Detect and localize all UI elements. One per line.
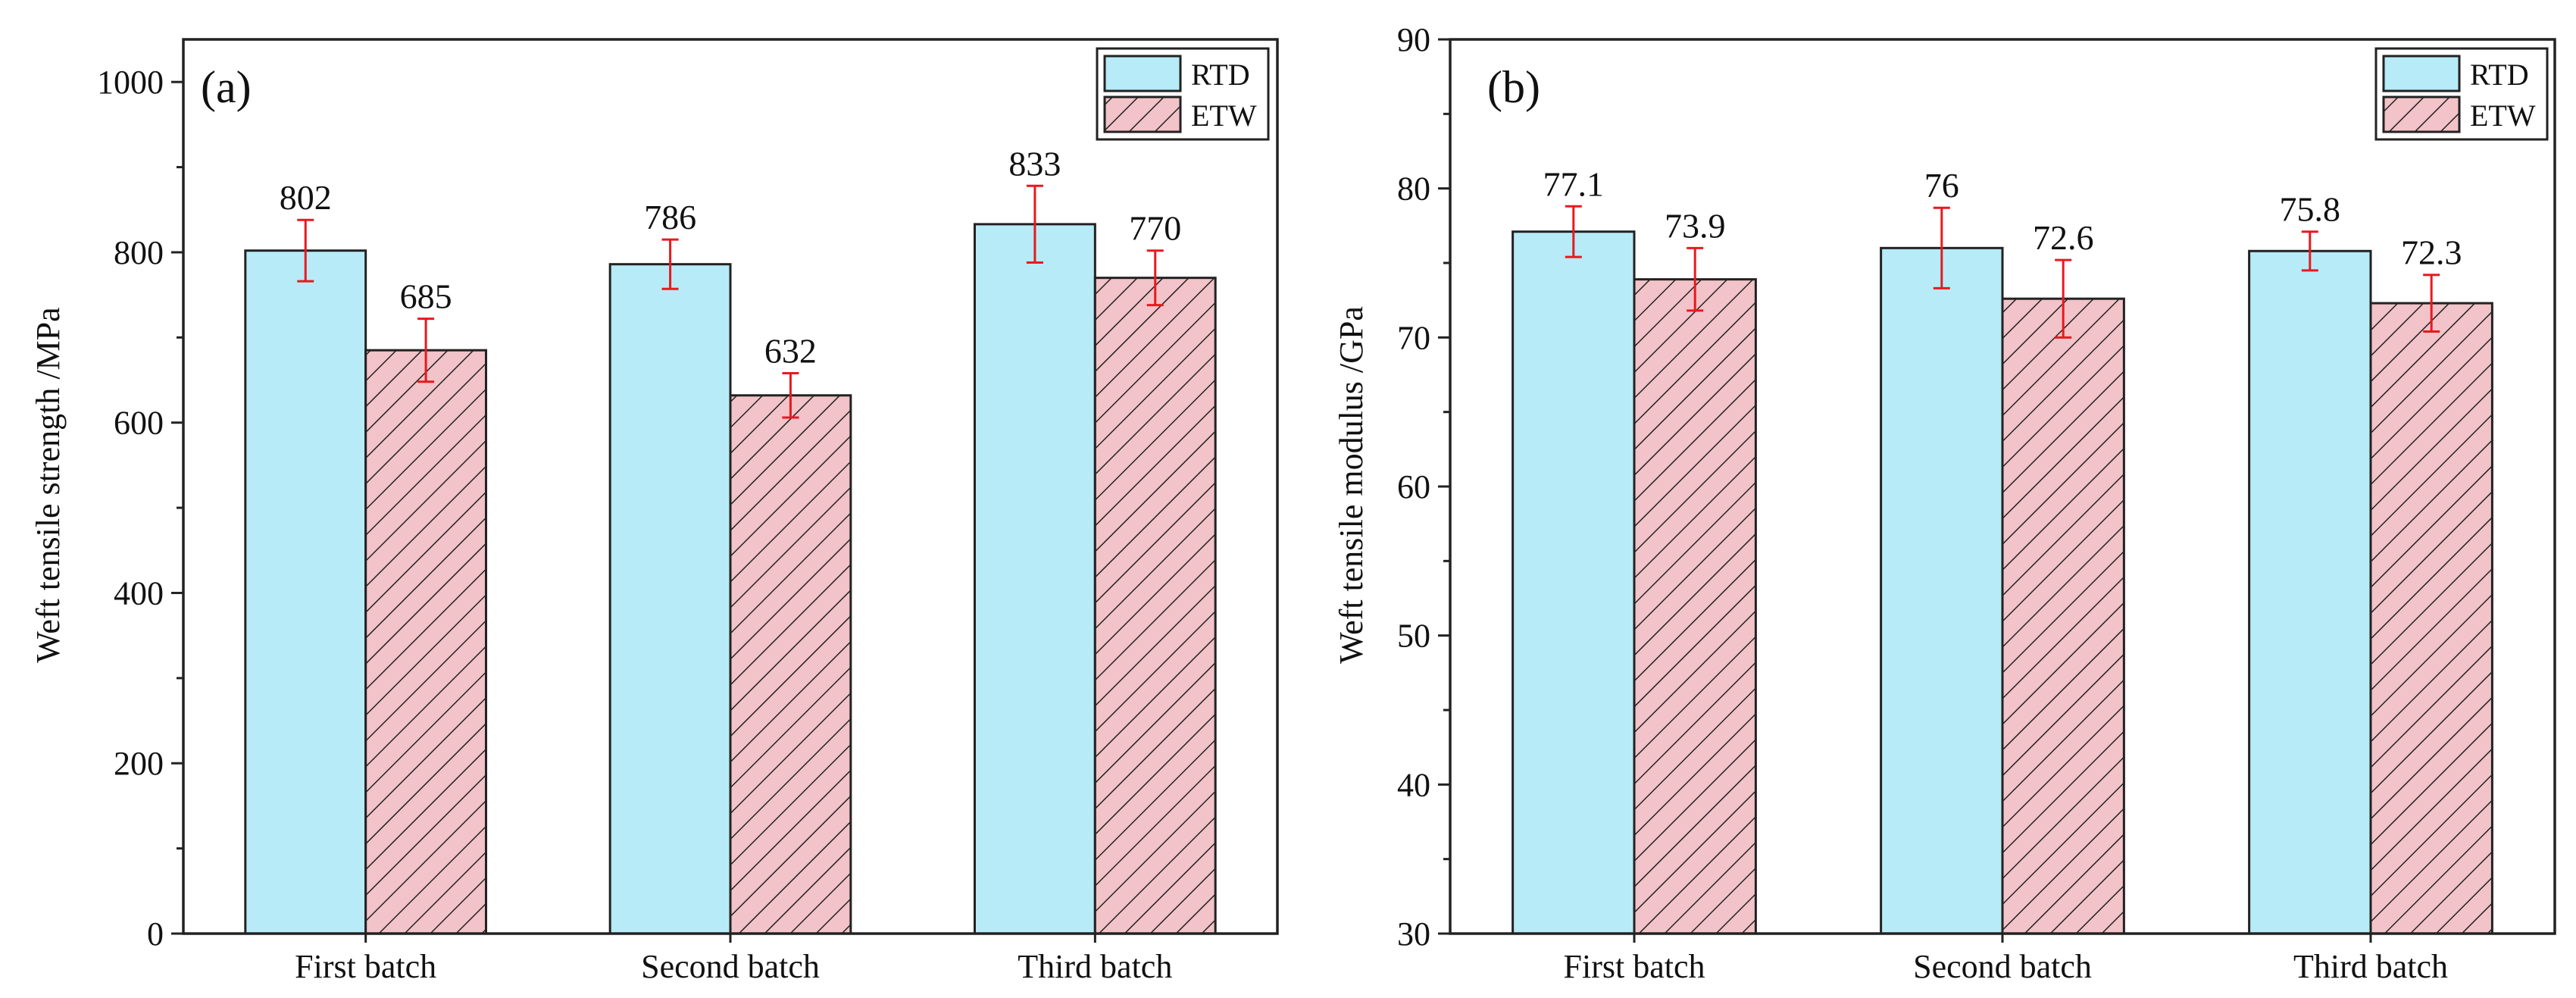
panel-a-bars	[244, 223, 1217, 935]
panel-a-error-bar-rtd-first-batch	[297, 218, 314, 283]
panel-a-error-bar-rtd-third-batch	[1026, 184, 1043, 264]
panel-a-error-bar-etw-first-batch	[417, 318, 435, 383]
panel-b-legend: RTD ETW	[2374, 47, 2549, 141]
panel-b-bar-rtd-first-batch	[1512, 230, 1636, 935]
panel-a-y-tick-label: 600	[114, 405, 164, 442]
panel-a-value-labels: 802 685 786 632 833 770	[280, 144, 1182, 370]
panel-a-bar-rtd-first-batch	[244, 249, 367, 935]
panel-b-axes: First batch Second batch Third batch 30 40 50…	[1397, 21, 2556, 985]
panel-b-y-tick-label: 50	[1397, 618, 1430, 655]
panel-a-legend-swatch-etw	[1103, 95, 1182, 133]
panel-a-legend-label-etw: ETW	[1191, 99, 1257, 133]
panel-b-y-tick-label: 30	[1397, 915, 1430, 953]
panel-a-value-label-rtd-third-batch: 833	[1008, 144, 1061, 183]
panel-a-x-tick-label: Second batch	[641, 948, 820, 985]
panel-b-y-axis-title: Weft tensile modulus /GPa	[1333, 306, 1370, 664]
panel-b-legend-swatch-etw	[2382, 95, 2461, 133]
panel-b-x-tick-label: Third batch	[2293, 948, 2448, 985]
panel-b-legend-swatch-rtd	[2382, 55, 2461, 92]
panel-b-legend-label-etw: ETW	[2470, 99, 2536, 133]
panel-b-y-tick-label: 40	[1397, 766, 1430, 803]
panel-a-bar-etw-second-batch	[729, 394, 852, 935]
panel-a-value-label-etw-third-batch: 770	[1129, 209, 1181, 248]
panel-b-y-tick-label: 60	[1397, 468, 1430, 505]
panel-b-x-tick-label: First batch	[1564, 948, 1705, 985]
panel-a-x-tick-label: First batch	[295, 948, 436, 985]
panel-a-bar-rtd-second-batch	[608, 263, 732, 935]
panel-a-y-tick-label: 1000	[97, 64, 164, 101]
panel-a-y-tick-label: 800	[114, 234, 164, 271]
panel-a-y-axis-title: Weft tensile strength /MPa	[30, 307, 67, 662]
panel-b-value-labels: 77.1 73.9 76 72.6 75.8 72.3	[1543, 164, 2462, 271]
panel-a-legend-label-rtd: RTD	[1191, 58, 1250, 92]
panel-b-y-tick-label: 70	[1397, 319, 1430, 356]
panel-b-y-tick-label: 80	[1397, 171, 1430, 208]
panel-a-bar-etw-first-batch	[364, 349, 488, 935]
panel-b-value-label-etw-third-batch: 72.3	[2401, 233, 2462, 272]
panel-a-error-bars	[297, 184, 1164, 419]
panel-b-error-bar-rtd-second-batch	[1933, 206, 1950, 289]
panel-a-value-label-rtd-second-batch: 786	[644, 198, 696, 236]
panel-b-error-bar-etw-second-batch	[2055, 258, 2072, 339]
panel-b-label: (b)	[1487, 62, 1540, 112]
panel-a-value-label-etw-second-batch: 632	[764, 332, 817, 371]
panel-a-label: (a)	[201, 62, 252, 112]
panel-b-bar-etw-first-batch	[1633, 278, 1757, 935]
panel-a-axes-frame	[182, 38, 1279, 935]
panel-b-value-label-rtd-first-batch: 77.1	[1543, 164, 1605, 203]
panel-b-value-label-rtd-third-batch: 75.8	[2280, 190, 2341, 229]
panel-a-error-bar-etw-second-batch	[782, 372, 799, 419]
panel-a-value-label-rtd-first-batch: 802	[280, 178, 332, 217]
panel-b-value-label-rtd-second-batch: 76	[1924, 166, 1959, 205]
panel-a-bar-rtd-third-batch	[973, 223, 1096, 935]
panel-a-legend-swatch-rtd	[1103, 55, 1182, 92]
panel-b-error-bars	[1565, 205, 2440, 339]
panel-b-bar-rtd-second-batch	[1880, 246, 2004, 935]
panel-a-legend: RTD ETW	[1096, 47, 1270, 141]
panel-b-bar-rtd-third-batch	[2248, 249, 2372, 935]
panel-b-y-tick-label: 90	[1397, 21, 1430, 58]
panel-b-bar-etw-second-batch	[2001, 297, 2125, 935]
panel-a-y-tick-label: 200	[114, 745, 164, 782]
panel-b-value-label-etw-second-batch: 72.6	[2033, 218, 2094, 257]
panel-b-error-bar-etw-first-batch	[1687, 246, 1704, 312]
panel-b-chart: 77.1 73.9 76 72.6 75.8 72.3 First batch Second…	[1333, 21, 2556, 985]
panel-a-value-label-etw-first-batch: 685	[400, 277, 452, 316]
panel-b-axes-frame	[1449, 38, 2556, 935]
panel-b-value-label-etw-first-batch: 73.9	[1665, 206, 1726, 245]
panel-a-y-tick-label: 0	[147, 915, 164, 953]
panel-a-error-bar-etw-third-batch	[1146, 249, 1164, 307]
panel-a-bar-etw-third-batch	[1093, 277, 1217, 935]
panel-b-bars	[1512, 230, 2493, 935]
panel-b-x-tick-label: Second batch	[1913, 948, 2092, 985]
panel-a-error-bar-rtd-second-batch	[661, 238, 679, 290]
panel-b-legend-label-rtd: RTD	[2470, 58, 2529, 92]
panel-a-x-tick-label: Third batch	[1018, 948, 1172, 985]
panel-b-bar-etw-third-batch	[2369, 302, 2493, 935]
panel-b-error-bar-rtd-first-batch	[1565, 205, 1582, 258]
panel-b-error-bar-etw-third-batch	[2423, 274, 2440, 333]
panel-b-error-bar-rtd-third-batch	[2301, 230, 2318, 272]
panel-a-chart: 802 685 786 632 833 770 First batch Second bat…	[30, 38, 1279, 985]
panel-a-y-tick-label: 400	[114, 574, 164, 612]
panel-a-axes: First batch Second batch Third batch 0 200 40…	[97, 38, 1279, 985]
